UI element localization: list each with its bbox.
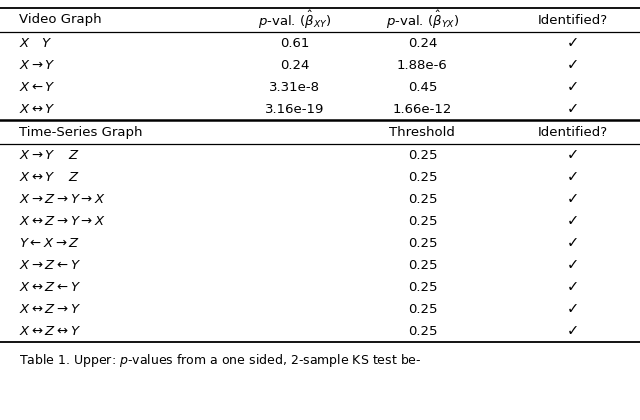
Text: $X \rightarrow Y \quad\, Z$: $X \rightarrow Y \quad\, Z$ (19, 149, 79, 162)
Text: 0.25: 0.25 (408, 258, 437, 271)
Text: 3.31e-8: 3.31e-8 (269, 81, 320, 94)
Text: $X \quad Y$: $X \quad Y$ (19, 37, 52, 50)
Text: ✓: ✓ (566, 58, 579, 73)
Text: 0.25: 0.25 (408, 302, 437, 315)
Text: ✓: ✓ (566, 36, 579, 50)
Text: Threshold: Threshold (390, 126, 455, 139)
Text: ✓: ✓ (566, 213, 579, 228)
Text: ✓: ✓ (566, 192, 579, 207)
Text: $X \leftrightarrow Z \leftrightarrow Y$: $X \leftrightarrow Z \leftrightarrow Y$ (19, 325, 81, 338)
Text: $X \leftrightarrow Y \quad\, Z$: $X \leftrightarrow Y \quad\, Z$ (19, 171, 79, 184)
Text: 0.25: 0.25 (408, 149, 437, 162)
Text: 1.88e-6: 1.88e-6 (397, 58, 448, 71)
Text: 0.25: 0.25 (408, 236, 437, 249)
Text: Table 1. Upper: $p$-values from a one sided, 2-sample KS test be-: Table 1. Upper: $p$-values from a one si… (19, 352, 422, 368)
Text: 0.25: 0.25 (408, 281, 437, 294)
Text: $X \leftrightarrow Z \rightarrow Y$: $X \leftrightarrow Z \rightarrow Y$ (19, 302, 81, 315)
Text: $p$-val. ($\hat{\beta}_{YX}$): $p$-val. ($\hat{\beta}_{YX}$) (386, 9, 459, 31)
Text: $X \leftrightarrow Z \leftarrow Y$: $X \leftrightarrow Z \leftarrow Y$ (19, 281, 81, 294)
Text: $Y \leftarrow X \rightarrow Z$: $Y \leftarrow X \rightarrow Z$ (19, 236, 80, 249)
Text: ✓: ✓ (566, 147, 579, 163)
Text: ✓: ✓ (566, 279, 579, 294)
Text: 3.16e-19: 3.16e-19 (265, 102, 324, 116)
Text: $X \leftarrow Y$: $X \leftarrow Y$ (19, 81, 56, 94)
Text: ✓: ✓ (566, 236, 579, 250)
Text: 0.24: 0.24 (280, 58, 309, 71)
Text: $X \rightarrow Y$: $X \rightarrow Y$ (19, 58, 56, 71)
Text: $X \rightarrow Z \rightarrow Y \rightarrow X$: $X \rightarrow Z \rightarrow Y \rightarr… (19, 192, 106, 205)
Text: Identified?: Identified? (538, 126, 608, 139)
Text: 0.61: 0.61 (280, 37, 309, 50)
Text: ✓: ✓ (566, 257, 579, 273)
Text: ✓: ✓ (566, 302, 579, 317)
Text: 0.25: 0.25 (408, 215, 437, 228)
Text: 0.25: 0.25 (408, 171, 437, 184)
Text: $X \rightarrow Z \leftarrow Y$: $X \rightarrow Z \leftarrow Y$ (19, 258, 81, 271)
Text: $X \leftrightarrow Z \rightarrow Y \rightarrow X$: $X \leftrightarrow Z \rightarrow Y \righ… (19, 215, 106, 228)
Text: $X \leftrightarrow Y$: $X \leftrightarrow Y$ (19, 102, 56, 116)
Text: 0.24: 0.24 (408, 37, 437, 50)
Text: ✓: ✓ (566, 102, 579, 116)
Text: Identified?: Identified? (538, 13, 608, 26)
Text: Video Graph: Video Graph (19, 13, 102, 26)
Text: 0.25: 0.25 (408, 325, 437, 338)
Text: ✓: ✓ (566, 170, 579, 184)
Text: Time-Series Graph: Time-Series Graph (19, 126, 143, 139)
Text: 0.45: 0.45 (408, 81, 437, 94)
Text: ✓: ✓ (566, 79, 579, 94)
Text: 0.25: 0.25 (408, 192, 437, 205)
Text: $p$-val. ($\hat{\beta}_{XY}$): $p$-val. ($\hat{\beta}_{XY}$) (258, 9, 331, 31)
Text: 1.66e-12: 1.66e-12 (393, 102, 452, 116)
Text: ✓: ✓ (566, 323, 579, 339)
